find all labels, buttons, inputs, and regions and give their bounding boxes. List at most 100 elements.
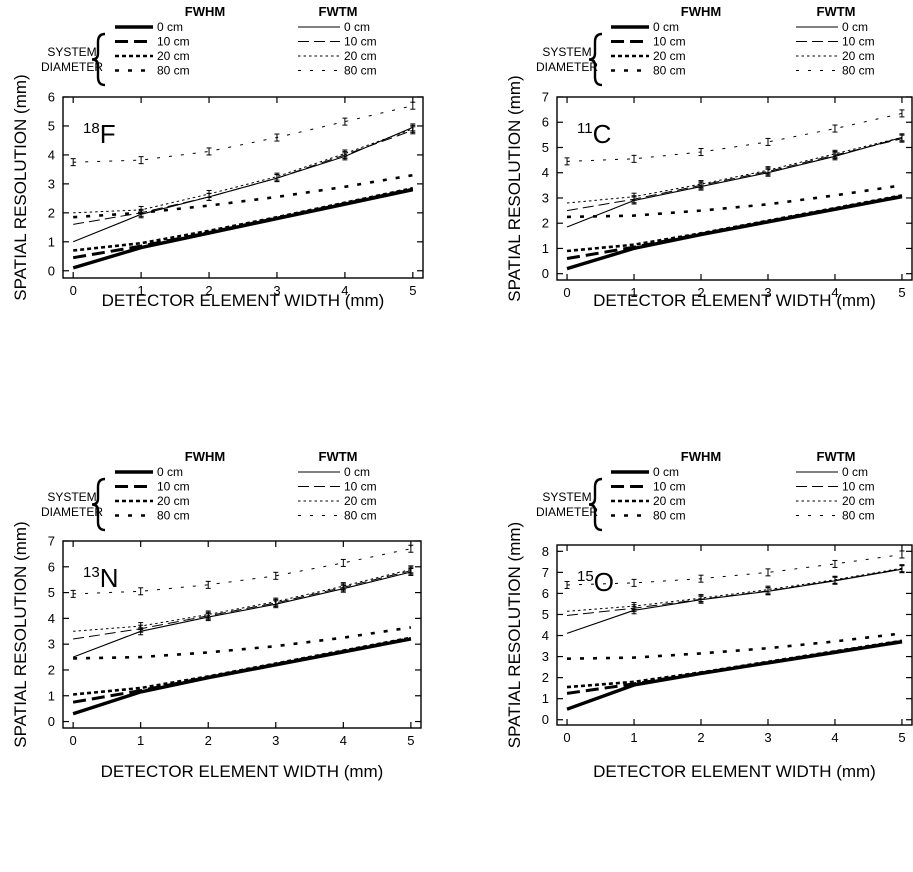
series-line: [566, 640, 903, 711]
series-line: [566, 567, 903, 612]
series-line: [566, 568, 903, 616]
legend-fwtm-diameter-label: 20 cm: [344, 494, 377, 508]
series-line: [72, 571, 412, 658]
legend-fwtm-diameter-label: 10 cm: [344, 480, 377, 494]
y-tick-label: 1: [48, 234, 55, 249]
legend-system-label: SYSTEM: [47, 490, 96, 504]
legend-diameter-label: DIAMETER: [41, 505, 103, 519]
legend-fwhm-diameter-label: 10 cm: [157, 480, 190, 494]
legend-fwtm-header: FWTM: [817, 449, 856, 464]
y-tick-label: 3: [48, 637, 55, 652]
y-tick-label: 6: [48, 90, 55, 105]
y-tick-label: 0: [542, 712, 549, 727]
y-tick-label: 6: [542, 586, 549, 601]
isotope-mass: 11: [577, 120, 593, 137]
series-line: [566, 554, 903, 586]
legend-diameter-label: DIAMETER: [41, 60, 103, 74]
legend-brace: [588, 477, 603, 532]
x-tick-label: 5: [898, 285, 905, 300]
x-tick-label: 1: [137, 733, 144, 748]
isotope-label: 18F: [83, 119, 116, 149]
legend-fwtm-diameter-label: 0 cm: [842, 20, 868, 34]
x-tick-label: 4: [341, 283, 348, 298]
legend-fwhm-diameter-label: 0 cm: [653, 20, 679, 34]
y-tick-label: 3: [542, 649, 549, 664]
x-tick-label: 1: [137, 283, 144, 298]
legend-diameter-label: DIAMETER: [536, 60, 598, 74]
legend-fwtm-diameter-label: 0 cm: [344, 465, 370, 479]
legend-fwhm-diameter-label: 20 cm: [653, 49, 686, 63]
y-tick-label: 5: [48, 118, 55, 133]
x-tick-label: 1: [630, 285, 637, 300]
legend-fwtm-header: FWTM: [319, 4, 358, 19]
legend-fwtm-diameter-label: 10 cm: [842, 480, 875, 494]
y-tick-label: 1: [542, 241, 549, 256]
x-axis-label: DETECTOR ELEMENT WIDTH (mm): [593, 291, 876, 310]
isotope-label: 13N: [83, 563, 118, 593]
legend-fwhm-diameter-label: 80 cm: [653, 509, 686, 523]
y-tick-label: 2: [48, 662, 55, 677]
isotope-symbol: F: [100, 119, 116, 149]
y-tick-label: 0: [542, 266, 549, 281]
plot-frame: [62, 540, 422, 729]
legend-fwhm-diameter-label: 10 cm: [653, 480, 686, 494]
y-tick-label: 6: [48, 559, 55, 574]
x-tick-label: 0: [70, 733, 77, 748]
y-tick-label: 3: [48, 176, 55, 191]
x-tick-label: 0: [563, 285, 570, 300]
legend-fwhm-diameter-label: 20 cm: [157, 49, 190, 63]
y-tick-label: 7: [542, 90, 549, 105]
x-axis-label: DETECTOR ELEMENT WIDTH (mm): [102, 291, 385, 310]
y-tick-label: 8: [542, 544, 549, 559]
series-line: [73, 548, 412, 595]
series-line: [73, 626, 412, 660]
series-line: [566, 138, 903, 212]
x-tick-label: 0: [563, 730, 570, 745]
legend-fwhm-header: FWHM: [681, 4, 721, 19]
series-line: [566, 194, 903, 253]
series-line: [73, 173, 414, 219]
y-axis-label: SPATIAL RESOLUTION (mm): [505, 75, 524, 301]
plot-frame: [556, 96, 913, 281]
x-tick-label: 4: [340, 733, 347, 748]
isotope-label: 15O: [577, 567, 614, 597]
y-tick-label: 4: [48, 611, 55, 626]
legend-fwhm-diameter-label: 80 cm: [157, 509, 190, 523]
x-axis-label: DETECTOR ELEMENT WIDTH (mm): [101, 762, 384, 781]
legend-diameter-label: DIAMETER: [536, 505, 598, 519]
series-line: [566, 632, 903, 660]
legend-brace: [91, 477, 106, 532]
x-tick-label: 5: [898, 730, 905, 745]
isotope-symbol: C: [593, 119, 612, 149]
legend-brace: [91, 32, 106, 87]
series-line: [566, 639, 903, 689]
x-tick-label: 5: [407, 733, 414, 748]
series-line: [566, 184, 903, 219]
legend-fwtm-header: FWTM: [319, 449, 358, 464]
legend-fwtm-diameter-label: 20 cm: [842, 49, 875, 63]
legend-fwtm-diameter-label: 10 cm: [344, 35, 377, 49]
x-tick-label: 5: [409, 283, 416, 298]
legend-fwtm-diameter-label: 80 cm: [842, 509, 875, 523]
legend-fwhm-diameter-label: 0 cm: [653, 465, 679, 479]
legend-fwhm-diameter-label: 20 cm: [157, 494, 190, 508]
isotope-mass: 13: [83, 564, 100, 581]
x-tick-label: 4: [831, 285, 838, 300]
legend-fwhm-header: FWHM: [681, 449, 721, 464]
series-line: [566, 136, 903, 204]
series-line: [566, 112, 903, 162]
legend-fwhm-diameter-label: 10 cm: [653, 35, 686, 49]
x-tick-label: 3: [273, 283, 280, 298]
y-axis-label: SPATIAL RESOLUTION (mm): [11, 521, 30, 747]
isotope-symbol: N: [100, 563, 119, 593]
legend-fwtm-diameter-label: 80 cm: [344, 509, 377, 523]
legend-fwtm-diameter-label: 20 cm: [344, 49, 377, 63]
series-line: [72, 187, 414, 260]
x-tick-label: 2: [205, 283, 212, 298]
series-line: [73, 129, 413, 225]
series-line: [566, 136, 903, 228]
series-line: [72, 636, 412, 696]
legend-fwhm-diameter-label: 20 cm: [653, 494, 686, 508]
